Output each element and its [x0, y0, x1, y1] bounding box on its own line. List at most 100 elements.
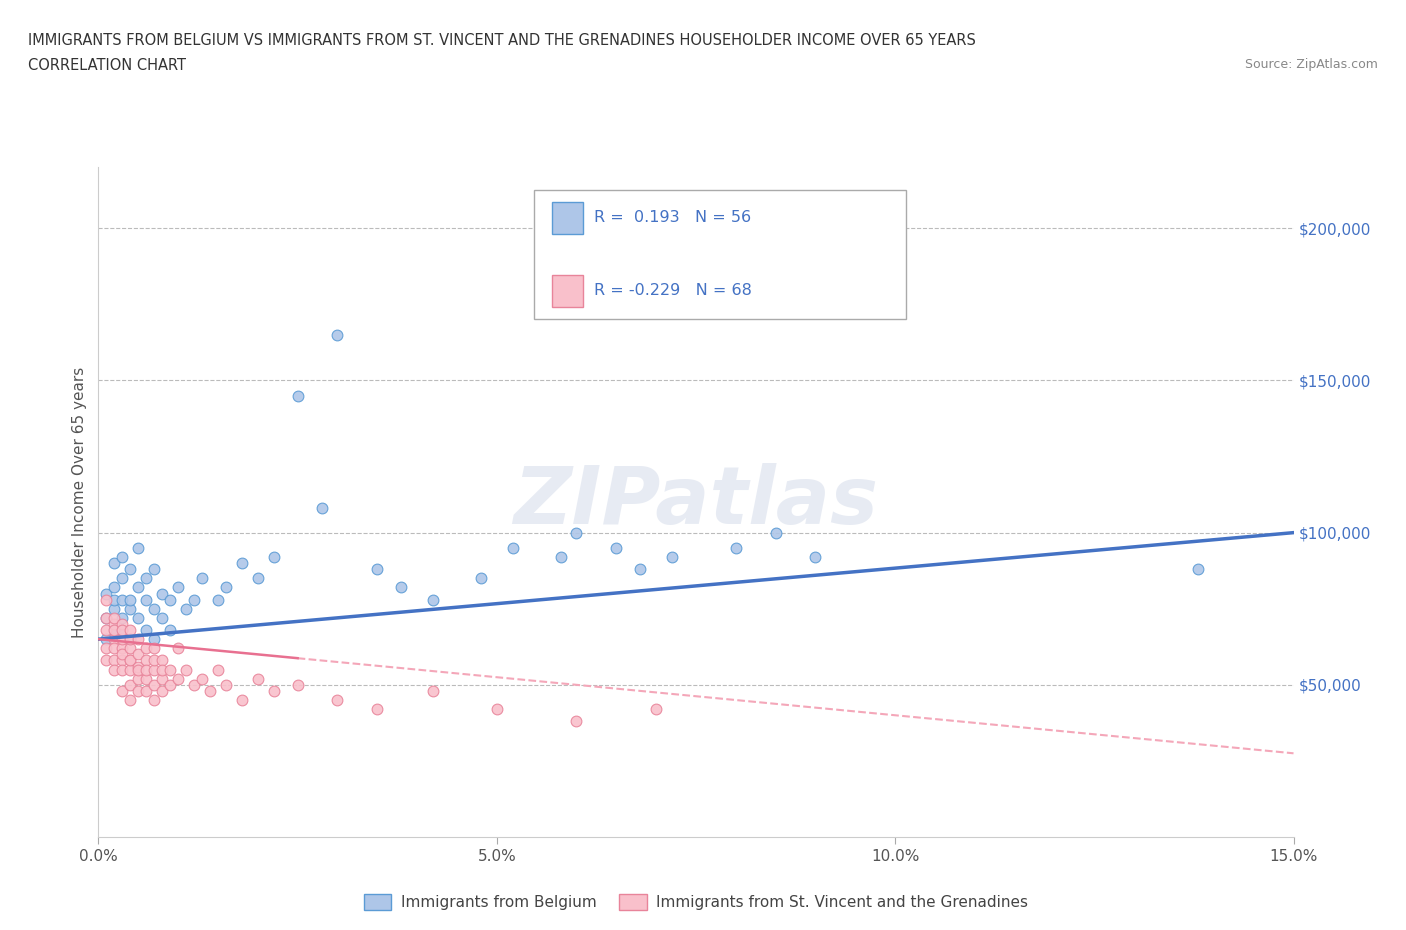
Point: [645, 702, 668, 717]
Point: [103, 592, 125, 607]
Y-axis label: Householder Income Over 65 years: Householder Income Over 65 years: [72, 366, 87, 638]
Point: [103, 622, 125, 637]
Point: [120, 631, 142, 646]
Point: [120, 592, 142, 607]
Point: [120, 631, 142, 646]
Point: [120, 562, 142, 577]
Point: [191, 671, 214, 686]
Point: [565, 714, 588, 729]
Point: [143, 677, 166, 692]
Point: [103, 641, 125, 656]
Point: [111, 610, 134, 625]
Point: [127, 610, 149, 625]
Text: R =  0.193   N = 56: R = 0.193 N = 56: [593, 210, 751, 225]
Point: [159, 677, 181, 692]
Point: [135, 622, 157, 637]
Point: [231, 555, 253, 570]
Point: [159, 622, 181, 637]
Text: R = -0.229   N = 68: R = -0.229 N = 68: [593, 284, 752, 299]
Point: [287, 677, 309, 692]
Point: [96, 610, 118, 625]
Point: [120, 693, 142, 708]
Point: [103, 602, 125, 617]
Point: [470, 571, 492, 586]
Point: [246, 671, 269, 686]
Point: [111, 592, 134, 607]
Point: [661, 550, 683, 565]
Point: [103, 617, 125, 631]
Point: [150, 610, 173, 625]
Point: [263, 684, 285, 698]
Point: [167, 641, 190, 656]
Point: [103, 610, 125, 625]
Point: [159, 592, 181, 607]
Point: [96, 586, 118, 601]
Point: [366, 562, 388, 577]
Point: [263, 550, 285, 565]
Point: [198, 684, 221, 698]
Point: [326, 327, 349, 342]
Point: [150, 684, 173, 698]
Point: [120, 653, 142, 668]
Point: [174, 602, 197, 617]
Point: [143, 653, 166, 668]
Point: [127, 540, 149, 555]
Point: [135, 592, 157, 607]
Point: [287, 388, 309, 403]
Point: [150, 662, 173, 677]
Point: [96, 653, 118, 668]
Point: [103, 580, 125, 595]
Point: [207, 592, 229, 607]
Point: [120, 602, 142, 617]
Point: [111, 550, 134, 565]
Point: [103, 622, 125, 637]
Point: [111, 662, 134, 677]
Point: [174, 662, 197, 677]
Point: [111, 631, 134, 646]
Point: [183, 592, 205, 607]
Point: [765, 525, 787, 540]
Point: [135, 662, 157, 677]
Point: [143, 662, 166, 677]
Point: [120, 622, 142, 637]
Point: [111, 684, 134, 698]
Point: [502, 540, 524, 555]
Point: [120, 662, 142, 677]
Point: [127, 631, 149, 646]
Point: [127, 580, 149, 595]
Point: [111, 641, 134, 656]
Point: [96, 641, 118, 656]
Point: [191, 571, 214, 586]
Point: [485, 702, 508, 717]
Point: [96, 610, 118, 625]
Point: [159, 662, 181, 677]
Point: [143, 641, 166, 656]
Point: [550, 550, 572, 565]
Point: [127, 684, 149, 698]
Point: [326, 693, 349, 708]
Point: [111, 647, 134, 662]
Point: [111, 617, 134, 631]
Point: [183, 677, 205, 692]
Point: [103, 555, 125, 570]
Point: [111, 571, 134, 586]
Point: [246, 571, 269, 586]
Point: [143, 562, 166, 577]
Point: [215, 677, 238, 692]
Text: CORRELATION CHART: CORRELATION CHART: [28, 58, 186, 73]
Point: [231, 693, 253, 708]
Point: [150, 586, 173, 601]
Point: [167, 671, 190, 686]
Point: [127, 647, 149, 662]
Point: [366, 702, 388, 717]
Point: [135, 653, 157, 668]
Point: [605, 540, 627, 555]
Point: [103, 662, 125, 677]
Legend: Immigrants from Belgium, Immigrants from St. Vincent and the Grenadines: Immigrants from Belgium, Immigrants from…: [359, 888, 1033, 916]
Point: [120, 641, 142, 656]
Point: [111, 622, 134, 637]
Point: [96, 631, 118, 646]
Point: [167, 580, 190, 595]
Point: [422, 684, 444, 698]
Point: [143, 602, 166, 617]
